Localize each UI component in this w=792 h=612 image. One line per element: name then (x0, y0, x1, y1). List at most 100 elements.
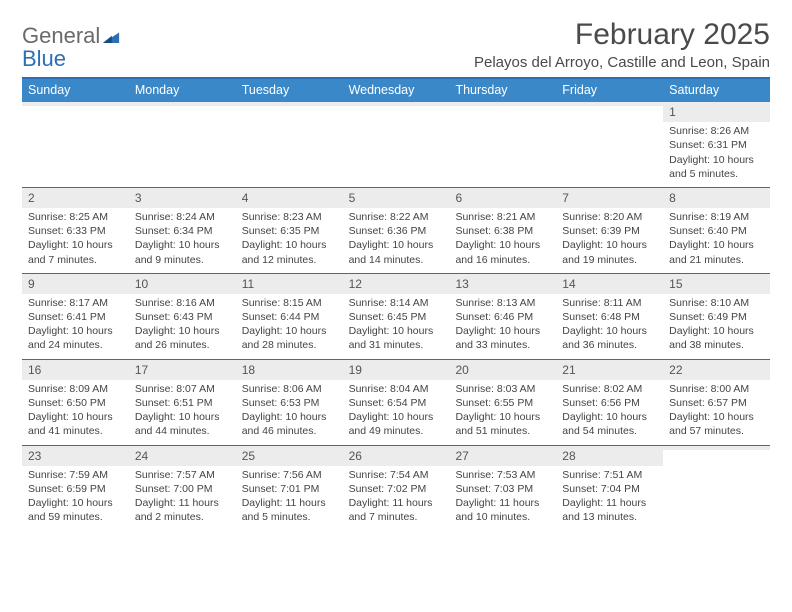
daylight-text: Daylight: 10 hours and 44 minutes. (135, 410, 230, 438)
calendar-cell: 18Sunrise: 8:06 AMSunset: 6:53 PMDayligh… (236, 360, 343, 445)
sunrise-text: Sunrise: 8:21 AM (455, 210, 550, 224)
calendar-cell: 17Sunrise: 8:07 AMSunset: 6:51 PMDayligh… (129, 360, 236, 445)
calendar-cell: 13Sunrise: 8:13 AMSunset: 6:46 PMDayligh… (449, 274, 556, 359)
cell-body: Sunrise: 8:16 AMSunset: 6:43 PMDaylight:… (129, 296, 236, 353)
calendar-week: 1 Sunrise: 8:26 AMSunset: 6:31 PMDaylight… (22, 102, 770, 187)
cell-body: Sunrise: 8:24 AMSunset: 6:34 PMDaylight:… (129, 210, 236, 267)
brand-part1: General (22, 23, 100, 48)
weeks-container: 1Sunrise: 8:26 AMSunset: 6:31 PMDaylight… (22, 102, 770, 530)
sunrise-text: Sunrise: 8:20 AM (562, 210, 657, 224)
calendar-cell (343, 102, 450, 187)
sunset-text: Sunset: 6:55 PM (455, 396, 550, 410)
calendar-cell: 12 Sunrise: 8:14 AMSunset: 6:45 PMDayligh… (343, 274, 450, 359)
calendar-cell: 6Sunrise: 8:21 AMSunset: 6:38 PMDaylight… (449, 188, 556, 273)
day-number-row: 18 (236, 360, 343, 380)
day-number: 16 (28, 363, 41, 377)
daylight-text: Daylight: 10 hours and 51 minutes. (455, 410, 550, 438)
sunset-text: Sunset: 6:43 PM (135, 310, 230, 324)
daylight-text: Daylight: 10 hours and 28 minutes. (242, 324, 337, 352)
sunset-text: Sunset: 6:49 PM (669, 310, 764, 324)
daylight-text: Daylight: 10 hours and 41 minutes. (28, 410, 123, 438)
day-number: 24 (135, 449, 148, 463)
day-number: 23 (28, 449, 41, 463)
calendar-cell: 10 Sunrise: 8:16 AMSunset: 6:43 PMDayligh… (129, 274, 236, 359)
sunset-text: Sunset: 7:04 PM (562, 482, 657, 496)
day-number-row: 3 (129, 188, 236, 208)
sunrise-text: Sunrise: 7:53 AM (455, 468, 550, 482)
calendar-cell: 21Sunrise: 8:02 AMSunset: 6:56 PMDayligh… (556, 360, 663, 445)
day-number: 10 (135, 277, 148, 291)
cell-body: Sunrise: 8:14 AMSunset: 6:45 PMDaylight:… (343, 296, 450, 353)
day-header-sunday: Sunday (22, 79, 129, 102)
day-number: 21 (562, 363, 575, 377)
day-number-row: 5 (343, 188, 450, 208)
day-number: 18 (242, 363, 255, 377)
daylight-text: Daylight: 11 hours and 7 minutes. (349, 496, 444, 524)
daylight-text: Daylight: 11 hours and 2 minutes. (135, 496, 230, 524)
day-number-row (556, 102, 663, 106)
calendar-page: GeneralBlue February 2025 Pelayos del Ar… (0, 0, 792, 540)
sunset-text: Sunset: 6:59 PM (28, 482, 123, 496)
cell-body: Sunrise: 8:25 AMSunset: 6:33 PMDaylight:… (22, 210, 129, 267)
day-number-row (449, 102, 556, 106)
calendar-cell: 28Sunrise: 7:51 AMSunset: 7:04 PMDayligh… (556, 446, 663, 531)
sunrise-text: Sunrise: 7:57 AM (135, 468, 230, 482)
day-number-row: 12 (343, 274, 450, 294)
cell-body: Sunrise: 8:13 AMSunset: 6:46 PMDaylight:… (449, 296, 556, 353)
cell-body: Sunrise: 7:57 AMSunset: 7:00 PMDaylight:… (129, 468, 236, 525)
daylight-text: Daylight: 10 hours and 31 minutes. (349, 324, 444, 352)
sunrise-text: Sunrise: 8:16 AM (135, 296, 230, 310)
day-number-row (343, 102, 450, 106)
sunrise-text: Sunrise: 8:24 AM (135, 210, 230, 224)
daylight-text: Daylight: 10 hours and 12 minutes. (242, 238, 337, 266)
day-number: 26 (349, 449, 362, 463)
cell-body: Sunrise: 8:10 AMSunset: 6:49 PMDaylight:… (663, 296, 770, 353)
day-header-tuesday: Tuesday (236, 79, 343, 102)
sunset-text: Sunset: 6:31 PM (669, 138, 764, 152)
sunset-text: Sunset: 6:45 PM (349, 310, 444, 324)
calendar-cell: 2Sunrise: 8:25 AMSunset: 6:33 PMDaylight… (22, 188, 129, 273)
calendar-cell: 8Sunrise: 8:19 AMSunset: 6:40 PMDaylight… (663, 188, 770, 273)
daylight-text: Daylight: 10 hours and 14 minutes. (349, 238, 444, 266)
calendar-cell: 16Sunrise: 8:09 AMSunset: 6:50 PMDayligh… (22, 360, 129, 445)
day-number: 22 (669, 363, 682, 377)
calendar-week: 9Sunrise: 8:17 AMSunset: 6:41 PMDaylight… (22, 273, 770, 359)
brand-logo: GeneralBlue (22, 24, 120, 70)
day-number: 4 (242, 191, 249, 205)
day-number: 6 (455, 191, 462, 205)
daylight-text: Daylight: 10 hours and 54 minutes. (562, 410, 657, 438)
day-number-row (236, 102, 343, 106)
sunrise-text: Sunrise: 8:17 AM (28, 296, 123, 310)
cell-body: Sunrise: 8:23 AMSunset: 6:35 PMDaylight:… (236, 210, 343, 267)
sunrise-text: Sunrise: 8:26 AM (669, 124, 764, 138)
day-number-row (22, 102, 129, 106)
day-number: 7 (562, 191, 569, 205)
cell-body: Sunrise: 7:56 AMSunset: 7:01 PMDaylight:… (236, 468, 343, 525)
calendar-cell (129, 102, 236, 187)
day-number: 12 (349, 277, 362, 291)
calendar-grid: Sunday Monday Tuesday Wednesday Thursday… (22, 77, 770, 530)
sunset-text: Sunset: 6:41 PM (28, 310, 123, 324)
sunset-text: Sunset: 6:35 PM (242, 224, 337, 238)
day-number: 5 (349, 191, 356, 205)
day-header-wednesday: Wednesday (343, 79, 450, 102)
cell-body: Sunrise: 8:22 AMSunset: 6:36 PMDaylight:… (343, 210, 450, 267)
sunrise-text: Sunrise: 8:09 AM (28, 382, 123, 396)
month-title: February 2025 (474, 18, 770, 52)
calendar-week: 23 Sunrise: 7:59 AMSunset: 6:59 PM Dayligh… (22, 445, 770, 531)
sunset-text: Sunset: 6:48 PM (562, 310, 657, 324)
sunrise-text: Sunrise: 7:59 AM (28, 468, 123, 482)
day-number: 20 (455, 363, 468, 377)
daylight-text: Daylight: 10 hours and 24 minutes. (28, 324, 123, 352)
day-number-row: 24 (129, 446, 236, 466)
day-number-row: 21 (556, 360, 663, 380)
cell-body: Sunrise: 7:51 AMSunset: 7:04 PMDaylight:… (556, 468, 663, 525)
day-number-row: 1 (663, 102, 770, 122)
daylight-text: Daylight: 10 hours and 16 minutes. (455, 238, 550, 266)
day-header-row: Sunday Monday Tuesday Wednesday Thursday… (22, 79, 770, 102)
sunset-text: Sunset: 7:00 PM (135, 482, 230, 496)
cell-body: Sunrise: 8:00 AMSunset: 6:57 PMDaylight:… (663, 382, 770, 439)
day-number-row: 22 (663, 360, 770, 380)
daylight-text: Daylight: 10 hours and 5 minutes. (669, 153, 764, 181)
sunrise-text: Sunrise: 8:04 AM (349, 382, 444, 396)
